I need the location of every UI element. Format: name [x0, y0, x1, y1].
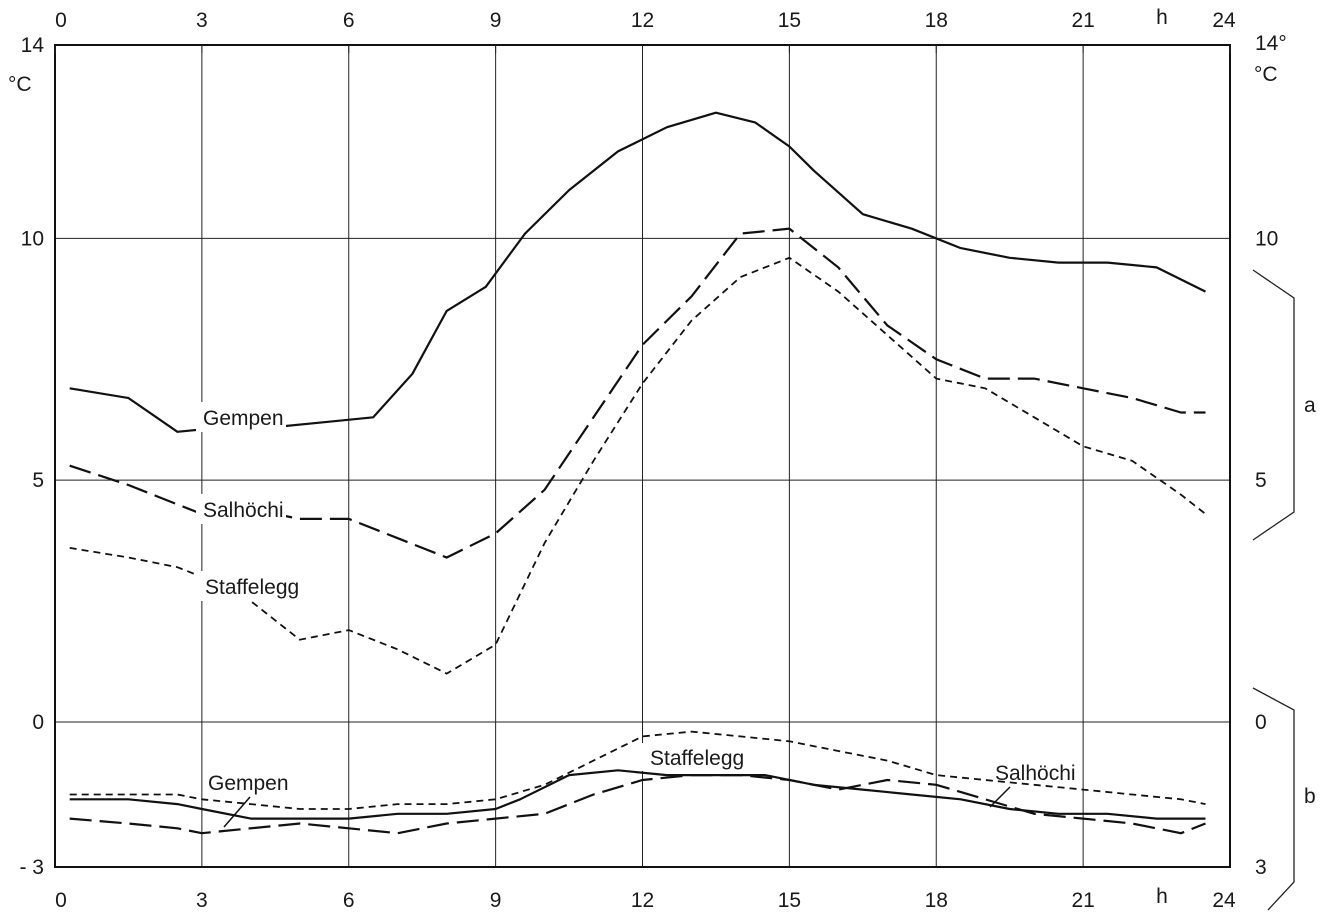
leader-gempen-b [223, 796, 251, 828]
series-line-gempen-b [69, 769, 1206, 820]
series-line-staffelegg-b [69, 730, 1206, 810]
series-layer [69, 111, 1207, 835]
x-tick-label-bottom: 3 [196, 889, 208, 912]
x-unit-top: h [1156, 6, 1168, 29]
label-bg [196, 494, 286, 524]
y-tick-label-left: 0 [32, 711, 44, 734]
label-bg [198, 571, 306, 601]
x-tick-label-top: 6 [343, 9, 355, 32]
y-tick-label-right: 14° [1255, 32, 1287, 55]
series-line-staffelegg-a [69, 256, 1207, 675]
series-line-gempen-a [69, 111, 1206, 433]
annotation-salhoechi-a: Salhöchi [203, 499, 284, 522]
annotation-gempen-a: Gempen [203, 407, 284, 430]
leader-salhoechi-b [989, 786, 1011, 808]
y-tick-label-right: 0 [1255, 711, 1267, 734]
annotation-staffelegg-a: Staffelegg [205, 576, 299, 599]
x-tick-label-top: 15 [778, 9, 801, 32]
y-tick-label-left: - 3 [19, 856, 44, 879]
x-tick-label-top: 21 [1071, 9, 1094, 32]
brace-a [1252, 269, 1295, 541]
brace-label-a: a [1304, 394, 1316, 417]
x-tick-label-top: 0 [55, 9, 67, 32]
x-tick-label-bottom: 15 [778, 889, 801, 912]
annotation-salhoechi-b: Salhöchi [995, 762, 1076, 785]
series-line-salhoechi-b [69, 773, 1206, 835]
x-tick-label-bottom: 21 [1071, 889, 1094, 912]
label-bg [196, 402, 286, 432]
x-tick-label-bottom: 0 [55, 889, 67, 912]
y-tick-label-right: 3 [1255, 856, 1267, 879]
annotation-staffelegg-b: Staffelegg [650, 747, 744, 770]
brace-b [1252, 687, 1295, 911]
y-tick-label-left: 5 [32, 469, 44, 492]
x-tick-label-top: 3 [196, 9, 208, 32]
y-unit-right: °C [1254, 63, 1278, 86]
x-tick-label-top: 9 [490, 9, 502, 32]
x-tick-label-top: 18 [925, 9, 948, 32]
x-unit-bottom: h [1156, 885, 1168, 908]
y-tick-label-left: 10 [21, 227, 44, 250]
x-tick-label-bottom: 6 [343, 889, 355, 912]
annotation-gempen-b: Gempen [208, 772, 289, 795]
label-bg [642, 743, 778, 771]
x-tick-label-bottom: 18 [925, 889, 948, 912]
x-tick-label-top: 24 [1212, 9, 1236, 32]
x-tick-label-bottom: 12 [631, 889, 654, 912]
y-tick-label-left: 14 [21, 34, 45, 57]
tick-labels: 0 0 3 3 6 6 9 9 12 12 15 15 18 18 21 21 24 24 14 14° 10 10 5 5 0… [19, 9, 1286, 912]
brace-label-b: b [1304, 785, 1316, 808]
x-tick-label-bottom: 9 [490, 889, 502, 912]
y-tick-label-right: 10 [1255, 227, 1278, 250]
x-tick-label-top: 12 [631, 9, 654, 32]
y-tick-label-right: 5 [1255, 469, 1267, 492]
y-unit-left: °C [8, 73, 32, 96]
x-tick-label-bottom: 24 [1212, 889, 1236, 912]
